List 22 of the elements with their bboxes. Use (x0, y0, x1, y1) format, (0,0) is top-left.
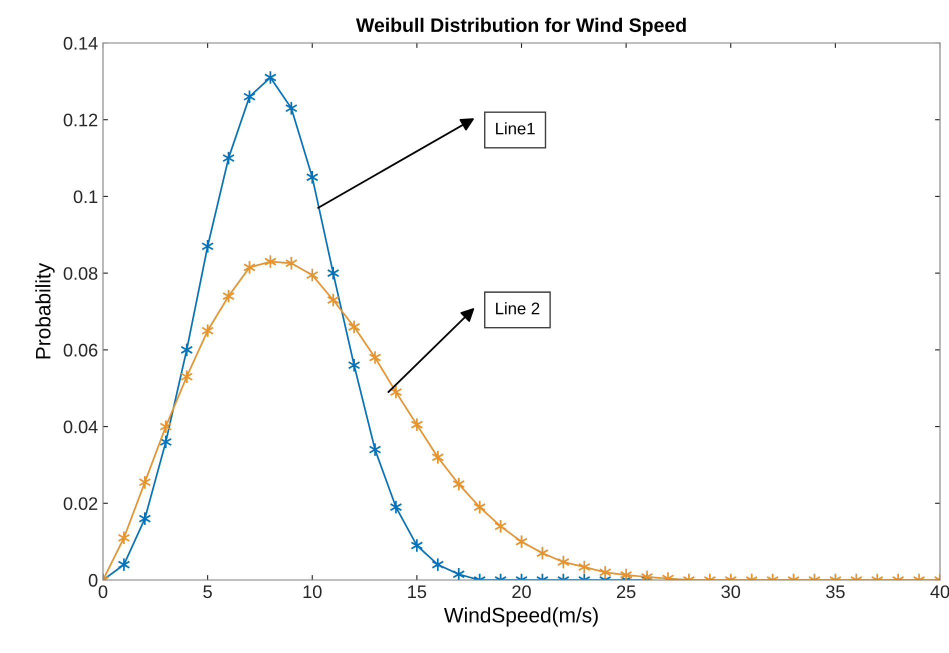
x-tick-label: 10 (304, 585, 322, 598)
x-tick-label: 40 (930, 585, 949, 598)
x-tick-label: 30 (721, 585, 740, 598)
annotation: Line 2 (496, 302, 540, 314)
x-axis-title: WindSpeed(m/s) (444, 607, 598, 627)
x-tick-label: 20 (512, 585, 531, 598)
y-axis-title: Probability (35, 262, 55, 358)
x-tick-label: 15 (408, 586, 426, 598)
y-tick-label: 0.1 (74, 190, 98, 204)
x-tick-label: 25 (616, 585, 636, 598)
x-tick-label: 35 (826, 585, 845, 598)
y-tick-label: 0.02 (64, 497, 98, 510)
y-tick-label: 0.08 (64, 267, 98, 280)
y-tick-label: 0.04 (64, 420, 98, 434)
y-tick-label: 0.14 (64, 36, 98, 50)
annotation: Line1 (496, 122, 535, 134)
y-tick-label: 0.06 (64, 344, 98, 357)
y-tick-label: 0.12 (64, 114, 98, 126)
x-tick-label: 0 (98, 585, 108, 598)
chart-title: Weibull Distribution for Wind Speed (356, 18, 686, 36)
x-tick-label: 5 (203, 586, 212, 598)
y-tick-label: 0 (88, 574, 98, 587)
